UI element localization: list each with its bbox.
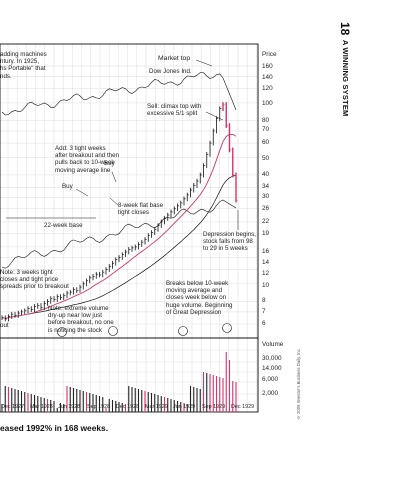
price-tick: 60 [262,139,270,146]
volume-tick: 30,000 [262,355,282,362]
annotation-market-top: Market top [158,55,191,62]
price-tick: 34 [262,183,270,190]
date-tick: Jun 1929 [173,404,196,410]
price-tick: 14 [262,259,270,266]
copyright-notice: © 2009 Investor's Business Daily, Inc. [296,348,301,420]
price-tick: 100 [262,100,273,107]
chapter-title: A WINNING SYSTEM [341,39,350,117]
price-tick: 16 [262,248,270,255]
date-tick: Jun 1928 [58,404,81,410]
annotation-dow-jones: Dow Jones Ind. [149,68,192,75]
price-tick: 50 [262,155,270,162]
price-tick: 140 [262,74,273,81]
leader-line [195,59,213,67]
ma-10-week-path [1,133,237,319]
market-index-path [1,72,237,116]
highlight-circle [108,326,118,336]
relative-strength-path [1,199,237,269]
annotation-22-week-base: 22-week base [44,222,83,229]
price-tick: 120 [262,85,273,92]
price-tick: 19 [262,230,270,237]
annotation-volume-dry-up: Note: extreme volume dry-up near low jus… [48,305,114,334]
price-tick: 8 [262,297,266,304]
chart-grid [0,44,258,412]
annotation-depression: Depression begins, stock falls from 98 t… [203,231,256,253]
price-tick: 40 [262,171,270,178]
price-bars [1,102,238,322]
annotation-buy-2: Buy [104,160,115,167]
long-moving-average-line [27,175,237,315]
annotation-leaders [6,59,239,230]
leader-line [205,111,224,121]
price-tick: 22 [262,218,270,225]
date-tick: Sep 1928 [87,404,111,410]
volume-highlight-circles [57,323,232,337]
price-tick: 160 [262,63,273,70]
price-tick: 6 [262,320,266,327]
relative-strength-line [1,199,237,269]
price-tick: 80 [262,117,270,124]
annotation-flat-base: 8-week flat base tight closes [118,202,164,217]
volume-tick: 14,000 [262,365,282,372]
ten-week-moving-average-line [1,133,237,319]
annotation-buy-1: Buy [62,183,73,190]
date-tick: Mar 1928 [30,404,53,410]
highlight-circle [57,327,67,337]
date-tick: Mar 1929 [145,404,168,410]
leader-line [75,188,89,197]
market-index-line [1,72,237,116]
highlight-circle [178,326,188,336]
chapter-number: 18 [338,22,352,36]
price-tick: 7 [262,308,266,315]
volume-bars [1,352,237,412]
price-tick: 12 [262,270,270,277]
ma-long-path [27,175,237,315]
price-tick: 10 [262,282,270,289]
price-tick: 70 [262,126,270,133]
date-tick: Dec 1929 [231,404,255,410]
date-tick: Sep 1929 [202,404,226,410]
annotation-sell-climax: Sell: climax top with excessive 5/1 spli… [147,103,202,118]
highlight-circle [222,323,232,333]
volume-axis-label: Volume [262,341,284,348]
annotation-add: Add: 3 tight weeks after breakout and th… [55,145,119,174]
volume-tick: 6,000 [262,376,278,383]
price-tick: 26 [262,205,270,212]
annotation-intro-text: adding machines ntury. In 1925, hs Porta… [0,51,47,80]
leader-line [109,197,119,206]
annotation-3-weeks-tight: Note: 3 weeks tight closes and tight pri… [0,269,69,291]
annotation-out: out [0,322,9,329]
date-tick: Dec 1928 [116,404,140,410]
volume-tick: 2,000 [262,390,278,397]
figure-caption: eased 1992% in 168 weeks. [0,423,109,433]
chapter-side-title: 18 A WINNING SYSTEM [338,22,354,182]
price-tick: 30 [262,193,270,200]
leader-line [111,171,117,183]
chart-frame [0,43,259,413]
date-tick: Dec 1927 [1,404,25,410]
annotation-breaks-below: Breaks below 10-week moving average and … [166,280,233,316]
price-axis-label: Price [262,51,277,58]
